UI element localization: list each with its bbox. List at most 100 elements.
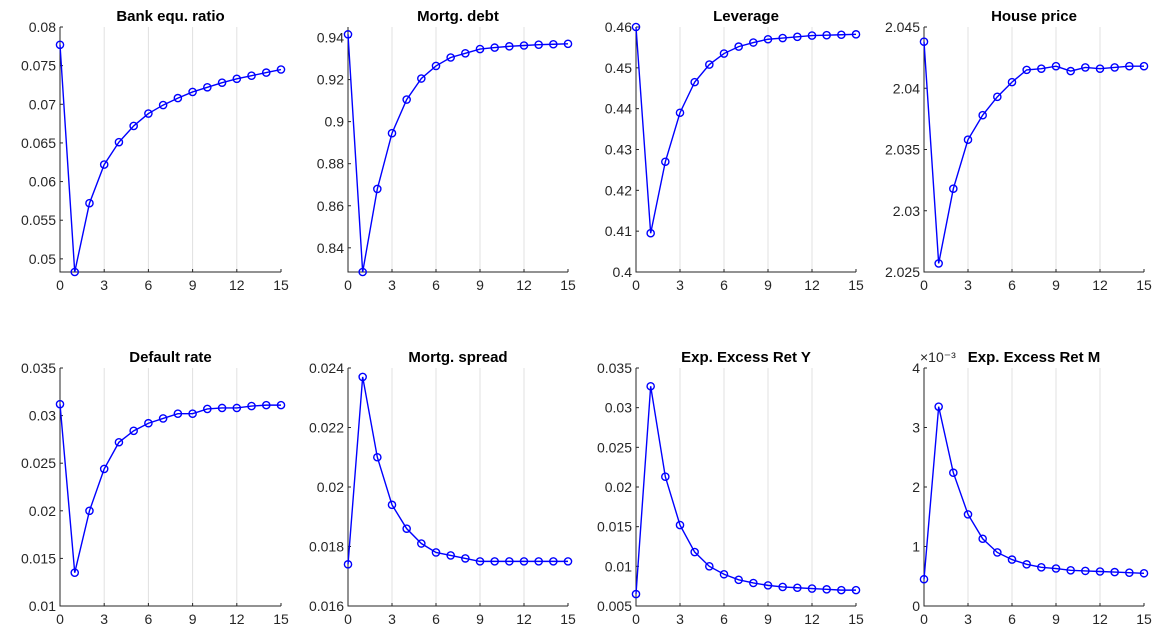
data-point — [1066, 66, 1075, 76]
data-point — [1081, 566, 1090, 576]
x-tick-label: 0 — [920, 611, 928, 627]
data-point — [778, 33, 787, 43]
subplot-2: 0 3 6 9 12 15 0.84 0.86 0.88 0.9 0.92 0.94 Mortg. de… — [317, 8, 576, 293]
data-point — [358, 267, 367, 277]
series-line — [59, 404, 281, 573]
panel-title: Mortg. spread — [408, 349, 507, 366]
data-point — [114, 137, 124, 147]
y-tick-label: 0.055 — [21, 212, 56, 228]
data-point — [173, 93, 183, 103]
x-tick-label: 15 — [273, 277, 289, 293]
data-point — [646, 228, 655, 238]
y-tick-label: 0.88 — [317, 156, 344, 172]
series-line — [923, 41, 1144, 264]
x-tick-label: 15 — [560, 277, 576, 293]
x-tick-label: 12 — [229, 277, 245, 293]
data-point — [563, 557, 573, 566]
data-point — [461, 48, 470, 58]
subplot-6: 0 3 6 9 12 15 0.016 0.018 0.02 0.022 0.024 Mortg. s… — [309, 349, 576, 627]
data-point — [919, 37, 929, 47]
data-point — [719, 49, 729, 58]
data-point — [793, 583, 802, 593]
data-point — [505, 42, 514, 51]
data-point — [55, 399, 65, 409]
x-tick-label: 6 — [1008, 611, 1016, 627]
panel-title: House price — [991, 8, 1077, 25]
data-point — [763, 34, 773, 44]
x-tick-label: 3 — [100, 611, 108, 627]
x-tick-label: 12 — [229, 611, 245, 627]
x-tick-label: 9 — [764, 277, 772, 293]
x-tick-label: 12 — [1092, 277, 1108, 293]
x-tick-label: 6 — [1008, 277, 1016, 293]
y-tick-label: 0 — [912, 598, 920, 614]
data-point — [1037, 64, 1046, 73]
data-point — [807, 31, 817, 40]
data-point — [173, 409, 183, 419]
y-tick-label: 2 — [912, 479, 920, 495]
data-point — [203, 82, 212, 92]
y-tick-label: 0.005 — [597, 598, 632, 614]
data-point — [387, 128, 397, 138]
y-tick-label: 0.015 — [597, 519, 632, 535]
data-point — [402, 524, 411, 533]
data-point — [276, 400, 286, 410]
x-tick-label: 3 — [676, 611, 684, 627]
x-tick-label: 0 — [344, 611, 352, 627]
data-point — [993, 548, 1002, 557]
axis-lines — [59, 27, 281, 273]
data-point — [417, 539, 426, 548]
y-tick-label: 0.9 — [325, 114, 345, 130]
data-point — [417, 74, 426, 83]
data-point — [475, 557, 485, 566]
data-point — [276, 65, 286, 74]
data-point — [519, 557, 529, 566]
y-tick-label: 0.02 — [317, 479, 344, 495]
data-point — [99, 160, 109, 169]
data-point — [690, 77, 699, 87]
y-tick-label: 0.022 — [309, 420, 344, 436]
data-point — [373, 452, 382, 462]
y-tick-label: 0.035 — [21, 360, 56, 376]
axis-lines — [59, 368, 281, 607]
data-point — [358, 372, 367, 382]
data-point — [837, 585, 846, 595]
x-tick-label: 3 — [388, 277, 396, 293]
y-tick-label: 0.44 — [605, 101, 632, 117]
data-point — [1022, 65, 1031, 75]
y-tick-label: 0.46 — [605, 19, 632, 35]
series-line — [59, 44, 282, 273]
data-point — [631, 589, 641, 599]
data-point — [129, 121, 138, 131]
x-tick-label: 9 — [189, 611, 197, 627]
y-tick-label: 0.015 — [21, 550, 56, 566]
data-point — [1125, 568, 1134, 577]
x-tick-label: 3 — [676, 277, 684, 293]
y-tick-label: 0.41 — [605, 223, 632, 239]
data-point — [261, 68, 271, 77]
data-point — [1110, 63, 1119, 72]
y-tick-label: 0.92 — [317, 72, 344, 88]
data-point — [963, 135, 973, 144]
data-point — [461, 554, 470, 563]
data-point — [993, 92, 1002, 102]
y-tick-label: 2.035 — [885, 142, 920, 158]
data-point — [534, 557, 543, 566]
panel-title: Default rate — [129, 349, 212, 366]
data-point — [1051, 564, 1061, 573]
panel-title: Bank equ. ratio — [116, 8, 224, 25]
axis-lines — [923, 27, 1144, 273]
data-point — [1081, 63, 1090, 72]
x-tick-label: 6 — [145, 277, 153, 293]
data-point — [749, 38, 758, 47]
y-tick-label: 0.86 — [317, 198, 344, 214]
x-tick-label: 6 — [432, 277, 440, 293]
data-point — [534, 40, 543, 49]
y-tick-label: 1 — [912, 539, 920, 555]
data-point — [661, 157, 670, 167]
x-tick-label: 6 — [720, 277, 728, 293]
data-point — [70, 267, 80, 277]
y-tick-label: 0.03 — [605, 400, 632, 416]
subplot-5: 0 3 6 9 12 15 0.01 0.015 0.02 0.025 0.03 0.035 Defau… — [21, 349, 289, 627]
